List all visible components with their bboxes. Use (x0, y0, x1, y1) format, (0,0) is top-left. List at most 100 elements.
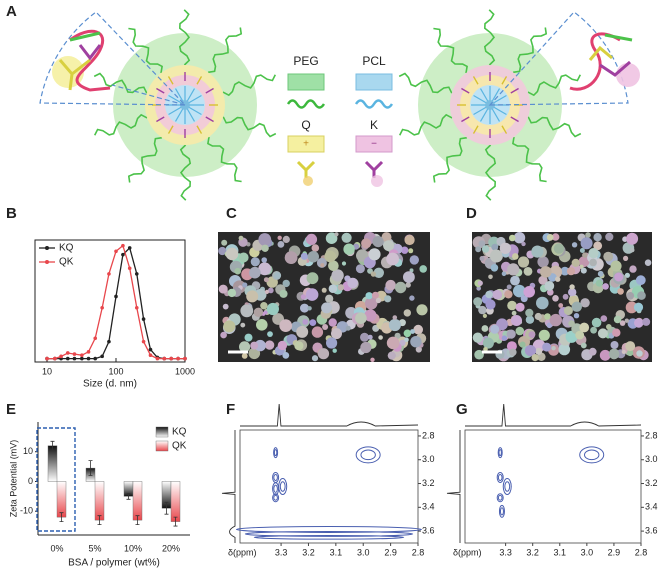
peg-chain (286, 99, 326, 109)
particle (612, 328, 621, 337)
particle (238, 235, 244, 241)
particle (626, 349, 634, 357)
projection-top (240, 403, 419, 427)
particle (279, 319, 293, 332)
contour (273, 473, 278, 481)
particle (481, 325, 489, 332)
particle (578, 256, 590, 268)
particle (580, 237, 593, 250)
bar (56, 481, 67, 518)
particle (515, 302, 525, 312)
particle (579, 248, 585, 253)
particle (306, 272, 319, 285)
k-bead (616, 63, 640, 87)
peg-hair (484, 144, 497, 201)
peg-hair (527, 74, 582, 97)
particle (386, 336, 400, 350)
panel-label: A (6, 3, 17, 20)
point (148, 353, 153, 358)
particle (520, 295, 528, 303)
particle (580, 298, 590, 308)
y-tick-label: 10 (23, 446, 33, 456)
particle (250, 341, 259, 350)
contour (584, 449, 600, 461)
particle (580, 342, 587, 349)
particle (474, 349, 484, 360)
x-tick-label: 100 (108, 366, 123, 376)
particle (551, 346, 556, 351)
particle (534, 312, 542, 321)
particle (325, 294, 334, 303)
chain (78, 44, 102, 61)
contour (499, 507, 504, 516)
y-tick-label: 3.4 (422, 502, 435, 512)
particle (509, 348, 517, 356)
particle (558, 303, 564, 308)
particle (555, 276, 561, 282)
particle (610, 341, 619, 349)
particle (264, 340, 275, 350)
peg-hair (398, 72, 453, 94)
point (148, 347, 153, 352)
particle (277, 235, 282, 240)
point (155, 356, 160, 361)
particle (410, 336, 422, 348)
particle (521, 241, 526, 247)
particle (626, 232, 639, 245)
q-sign: + (303, 139, 309, 150)
point (183, 356, 187, 361)
particle (334, 232, 339, 237)
contour (273, 484, 278, 493)
particle (360, 332, 369, 342)
particle (490, 324, 500, 334)
particle (499, 242, 512, 254)
particle (569, 284, 575, 290)
contour (496, 493, 504, 503)
particle (614, 272, 624, 282)
chain (58, 58, 91, 91)
x-tick-label: 3.1 (330, 547, 343, 557)
y-tick-label: 0 (28, 476, 33, 486)
particle (509, 234, 516, 242)
particle (636, 350, 643, 357)
legend-label: KQ (59, 243, 74, 254)
particle (525, 308, 534, 317)
particle (531, 245, 544, 258)
particle (367, 334, 373, 340)
particle (355, 312, 367, 325)
particle (413, 324, 424, 335)
particle (617, 288, 624, 295)
panel-label: D (466, 205, 477, 222)
particle (515, 326, 525, 336)
particle (501, 335, 508, 341)
particle (388, 318, 401, 332)
particle (239, 341, 251, 353)
particle (602, 283, 609, 290)
particle (264, 289, 270, 294)
particle (538, 275, 548, 285)
plot-frame (239, 429, 419, 544)
particle (511, 310, 517, 316)
particle (544, 313, 551, 320)
particle (282, 279, 290, 288)
peg-hair (432, 136, 468, 183)
particle (506, 284, 512, 290)
error-bar (59, 512, 64, 523)
ion-unit (472, 76, 479, 85)
particle (383, 240, 394, 252)
particle (588, 248, 599, 259)
particle (549, 313, 562, 327)
bar (94, 481, 105, 521)
point (162, 356, 167, 361)
legend-marker (45, 260, 49, 264)
contour (235, 525, 423, 533)
particle (300, 252, 308, 260)
particle (546, 234, 554, 241)
contour (497, 494, 503, 501)
particle (404, 337, 409, 343)
particle (597, 328, 608, 339)
contour (498, 449, 502, 457)
particle (475, 246, 482, 253)
particle (603, 251, 614, 262)
particle (624, 272, 631, 278)
